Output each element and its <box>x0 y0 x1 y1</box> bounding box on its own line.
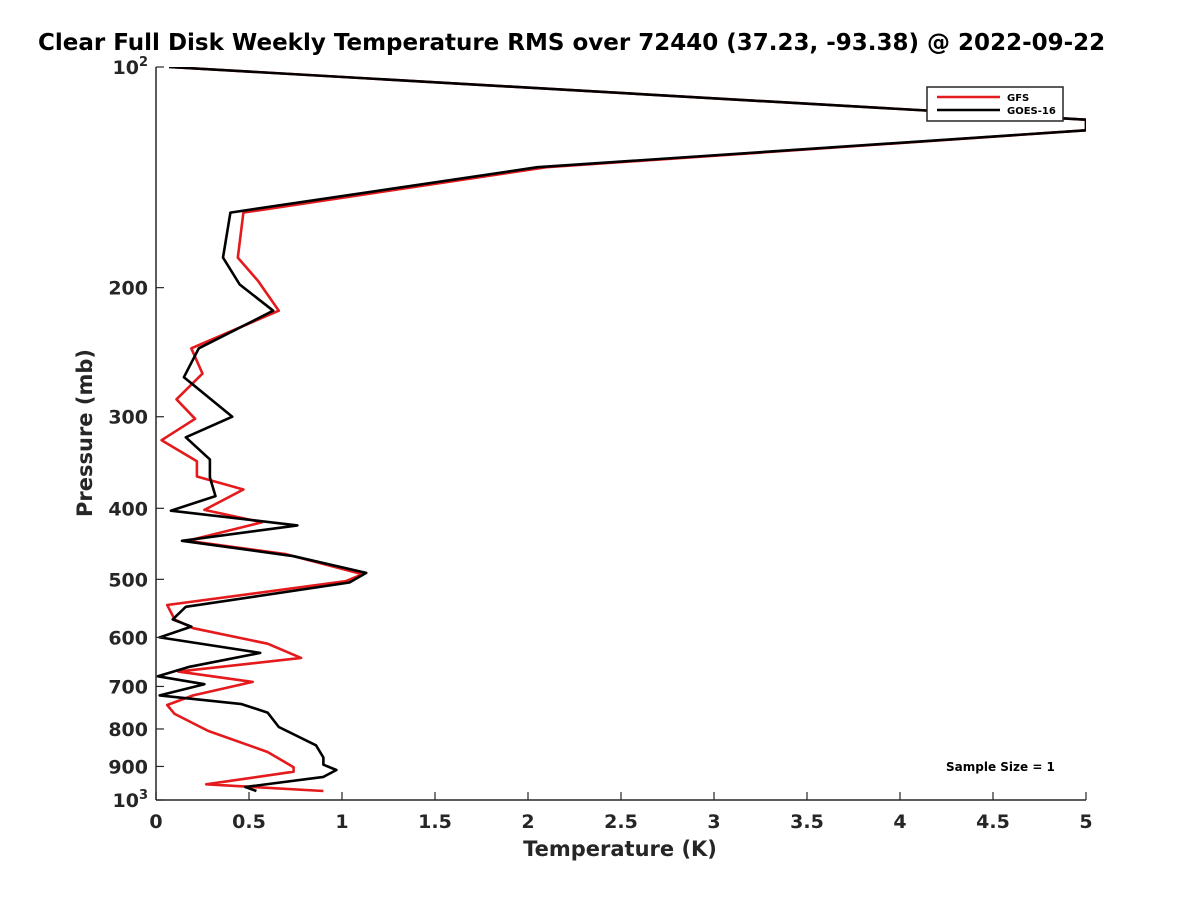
y-tick-label: 300 <box>108 407 148 429</box>
x-tick-label: 0.5 <box>232 811 266 833</box>
y-tick-label-exponent: 2 <box>139 55 148 70</box>
series-line-gfs <box>160 67 1086 793</box>
legend-box <box>926 86 1064 122</box>
y-tick-label: 400 <box>108 498 148 520</box>
y-tick-label-exponent: 3 <box>139 788 148 803</box>
legend-label-gfs: GFS <box>1007 93 1029 104</box>
x-tick-label: 2.5 <box>604 811 638 833</box>
y-tick-label: 900 <box>108 756 148 778</box>
y-tick-label: 103 <box>113 788 149 812</box>
y-tick-label-base: 10 <box>113 790 139 812</box>
legend-label-goes16: GOES-16 <box>1007 106 1056 117</box>
y-tick-label: 600 <box>108 627 148 649</box>
x-tick-label: 5 <box>1079 811 1092 833</box>
y-tick-label: 700 <box>108 676 148 698</box>
y-tick-label: 800 <box>108 719 148 741</box>
sample-size-annotation: Sample Size = 1 <box>946 760 1055 774</box>
y-tick-label: 200 <box>108 278 148 300</box>
x-tick-label: 2 <box>521 811 534 833</box>
legend: GFS GOES-16 <box>926 86 1064 122</box>
x-tick-label: 3 <box>707 811 720 833</box>
x-tick-label: 1 <box>335 811 348 833</box>
y-tick-label: 500 <box>108 569 148 591</box>
x-tick-label: 4 <box>893 811 906 833</box>
x-tick-label: 4.5 <box>976 811 1010 833</box>
series-layer <box>156 67 1086 793</box>
axes-layer <box>155 67 1086 801</box>
x-tick-label: 1.5 <box>418 811 452 833</box>
series-line-goes16 <box>156 67 1086 793</box>
chart-title: Clear Full Disk Weekly Temperature RMS o… <box>38 30 1106 56</box>
y-tick-label: 102 <box>113 55 149 79</box>
x-ticks: 0 0.5 1 1.5 2 2.5 3 3.5 4 4.5 5 <box>149 792 1093 833</box>
y-axis-label: Pressure (mb) <box>73 349 97 517</box>
y-tick-label-base: 10 <box>113 57 139 79</box>
x-tick-label: 0 <box>149 811 162 833</box>
x-tick-label: 3.5 <box>790 811 824 833</box>
x-axis-label: Temperature (K) <box>523 837 717 861</box>
